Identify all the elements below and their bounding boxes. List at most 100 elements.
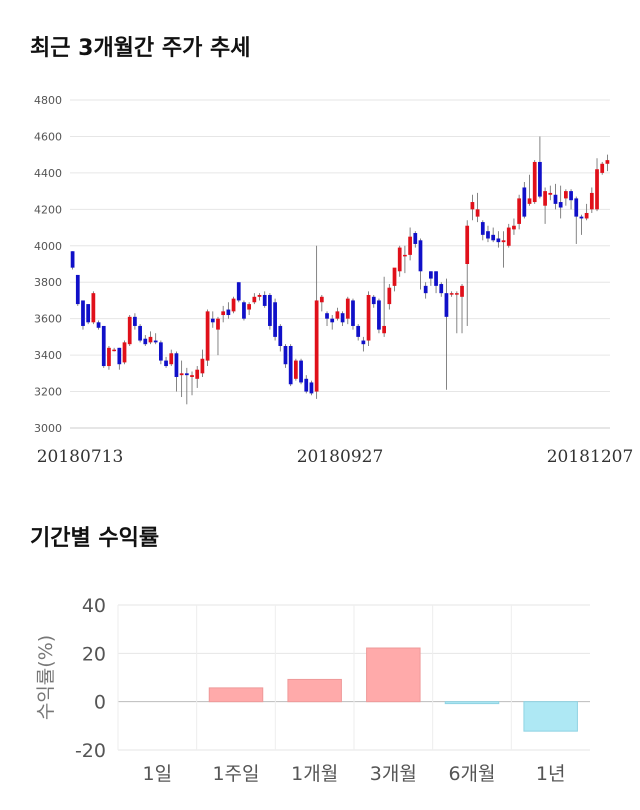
y-tick-label: 3200 bbox=[34, 386, 62, 399]
candle-body bbox=[486, 231, 490, 239]
candle-body bbox=[164, 360, 168, 367]
candle-body bbox=[205, 311, 210, 361]
candle-body bbox=[408, 236, 412, 255]
candle-body bbox=[262, 294, 267, 306]
candle-body bbox=[138, 325, 142, 341]
candle-body bbox=[496, 238, 501, 243]
period-returns-title: 기간별 수익률 bbox=[30, 526, 160, 551]
candle-body bbox=[325, 313, 329, 319]
candle-body bbox=[309, 382, 314, 394]
candle-body bbox=[382, 325, 387, 334]
candle-body bbox=[579, 216, 584, 219]
candle-body bbox=[589, 192, 594, 210]
candle-body bbox=[190, 375, 194, 377]
price-trend-title: 최근 3개월간 주가 추세 bbox=[30, 36, 251, 61]
candle-body bbox=[512, 225, 516, 230]
category-label: 6개월 bbox=[448, 763, 495, 785]
candle-body bbox=[143, 338, 148, 345]
candle-body bbox=[127, 316, 132, 345]
candle-body bbox=[247, 304, 252, 310]
candle-body bbox=[356, 325, 361, 337]
candle-body bbox=[283, 346, 288, 365]
category-label: 1개월 bbox=[291, 763, 338, 785]
candle-body bbox=[475, 209, 480, 217]
candle-body bbox=[377, 300, 381, 330]
candle-body bbox=[439, 284, 444, 294]
candle-body bbox=[299, 360, 303, 383]
period-returns-bar-chart: -20 0 20 40 1일 1주일 1개월 3개월 6개월 1년 수익률(%) bbox=[35, 595, 590, 785]
return-bar bbox=[208, 687, 264, 703]
candle-body bbox=[340, 313, 345, 323]
y-tick-label: 0 bbox=[94, 692, 106, 714]
candle-body bbox=[335, 311, 340, 319]
candle-body bbox=[491, 234, 496, 241]
candle-body bbox=[553, 194, 558, 204]
candle-body bbox=[517, 198, 522, 224]
candle-body bbox=[543, 191, 547, 206]
candle-body bbox=[428, 271, 433, 279]
candle-body bbox=[231, 298, 236, 312]
return-bar bbox=[366, 647, 421, 703]
y-tick-label: -20 bbox=[75, 740, 106, 762]
candle-body bbox=[221, 311, 226, 316]
candle-body bbox=[366, 294, 371, 341]
candle-body bbox=[480, 222, 485, 235]
candle-body bbox=[423, 285, 428, 294]
return-bar bbox=[523, 701, 578, 732]
x-date-label: 20180927 bbox=[297, 447, 384, 467]
candle-body bbox=[527, 198, 532, 204]
candle-body bbox=[210, 318, 215, 323]
category-label: 1주일 bbox=[212, 763, 259, 785]
candle-body bbox=[532, 161, 537, 203]
x-date-label: 20180713 bbox=[37, 447, 124, 467]
candle-body bbox=[200, 358, 205, 374]
candle-body bbox=[112, 349, 117, 352]
candle-body bbox=[158, 342, 163, 361]
candle-body bbox=[122, 342, 127, 363]
candle-body bbox=[96, 322, 101, 328]
price-candlestick-chart: 3000 3200 3400 3600 3800 4000 4200 4400 4600 4800… bbox=[34, 94, 633, 467]
candle-body bbox=[288, 346, 293, 385]
candle-body bbox=[595, 169, 599, 210]
candle-body bbox=[397, 247, 402, 272]
candle-body bbox=[75, 274, 80, 305]
candle-body bbox=[107, 347, 111, 367]
candle-body bbox=[278, 325, 283, 346]
candle-body bbox=[470, 202, 475, 210]
candle-body bbox=[101, 325, 106, 367]
candle-body bbox=[184, 373, 189, 376]
return-bar bbox=[287, 678, 342, 703]
y-tick-label: 4200 bbox=[34, 203, 62, 216]
y-tick-label: 40 bbox=[82, 595, 106, 617]
candle-body bbox=[174, 353, 179, 377]
candle-body bbox=[522, 187, 527, 217]
y-tick-label: 4800 bbox=[34, 94, 62, 107]
candle-body bbox=[345, 298, 350, 319]
candle-body bbox=[558, 202, 563, 208]
y-tick-label: 3400 bbox=[34, 349, 62, 362]
candle-body bbox=[501, 240, 506, 243]
candle-body bbox=[449, 293, 454, 295]
candle-body bbox=[252, 296, 257, 303]
candle-body bbox=[361, 340, 366, 345]
candle-body bbox=[584, 212, 589, 219]
candle-body bbox=[387, 287, 392, 305]
y-tick-label: 3800 bbox=[34, 276, 62, 289]
candle-body bbox=[226, 309, 231, 316]
y-tick-label: 20 bbox=[82, 643, 106, 665]
candle-body bbox=[563, 191, 568, 199]
candle-body bbox=[330, 318, 335, 323]
candle-body bbox=[273, 302, 277, 337]
candle-body bbox=[454, 293, 459, 295]
candle-body bbox=[70, 251, 75, 268]
candle-body bbox=[86, 304, 91, 323]
candle-body bbox=[538, 161, 542, 197]
candle-body bbox=[91, 293, 96, 323]
candle-body bbox=[600, 163, 605, 173]
candle-body bbox=[179, 373, 184, 376]
candle-body bbox=[242, 302, 246, 319]
candle-body bbox=[434, 271, 438, 286]
return-bar bbox=[444, 701, 500, 705]
y-tick-label: 3600 bbox=[34, 313, 62, 326]
y-tick-label: 4400 bbox=[34, 167, 62, 180]
